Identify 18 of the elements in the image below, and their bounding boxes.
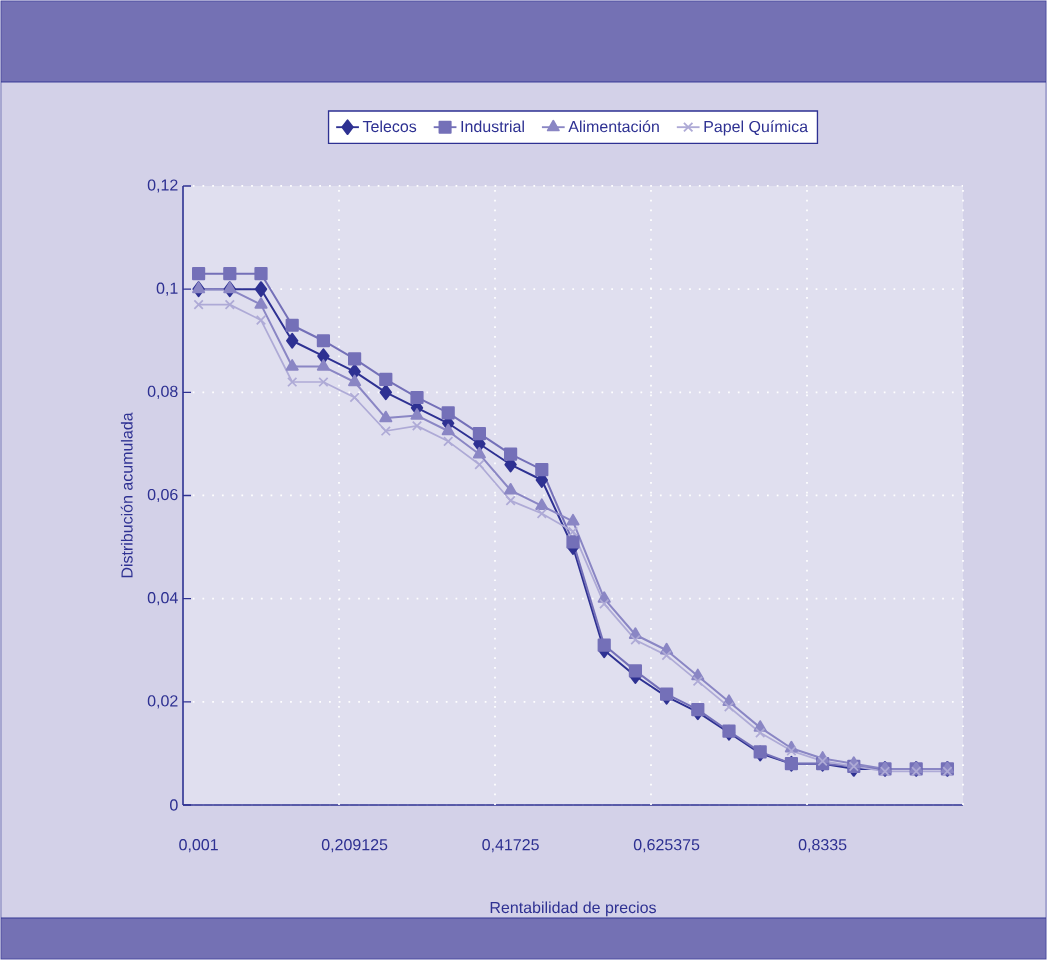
y-tick-label: 0,08: [147, 385, 178, 399]
legend-label: Telecos: [362, 120, 417, 133]
y-tick-label: 0,02: [147, 695, 178, 709]
legend-label: Alimentación: [568, 120, 659, 133]
x-tick-label: 0,8335: [798, 839, 847, 853]
legend-label: Industrial: [461, 120, 524, 133]
x-tick-label: 0,41725: [482, 839, 539, 853]
y-axis-title: Distribución acumulada: [120, 412, 133, 578]
legend-label: Papel Química: [704, 120, 809, 136]
y-tick-label: 0,12: [147, 179, 178, 193]
y-tick-label: 0,04: [147, 592, 178, 606]
y-tick-label: 0,1: [156, 282, 178, 296]
x-tick-label: 0,625375: [633, 839, 700, 853]
x-axis-title: Rentabilidad de precios: [490, 901, 656, 917]
x-tick-label: 0,209125: [321, 839, 388, 853]
x-tick-label: 0,001: [179, 839, 218, 853]
y-tick-label: 0,06: [147, 488, 178, 503]
y-tick-label: 0: [170, 799, 178, 811]
